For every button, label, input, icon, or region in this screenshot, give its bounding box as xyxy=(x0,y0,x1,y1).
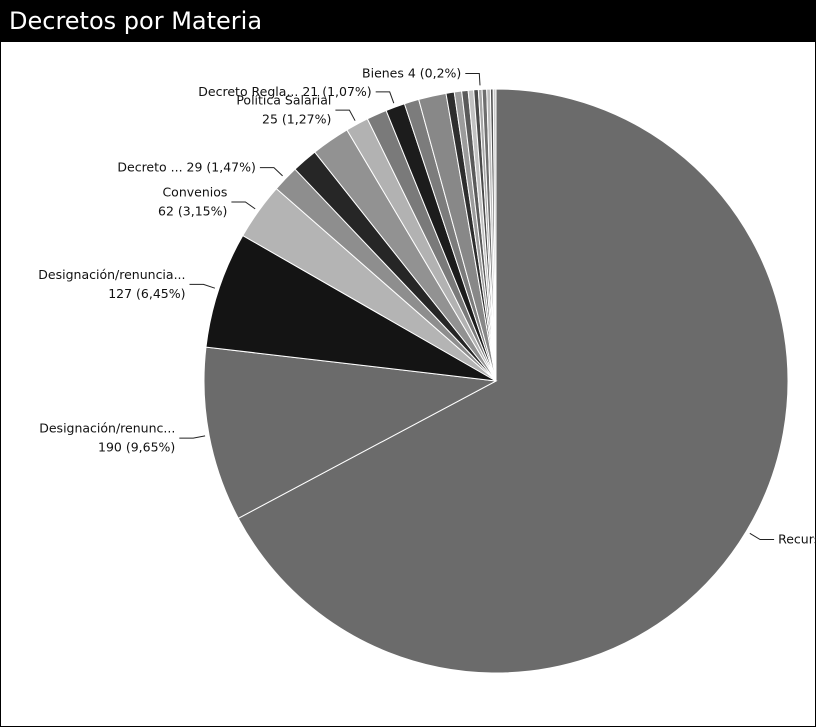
slice-label-3-line-1: 62 (3,15%) xyxy=(158,204,227,219)
slice-label-4-line-0: Decreto ... 29 (1,47%) xyxy=(117,160,256,175)
pie-slice-21[interactable] xyxy=(492,88,497,382)
chart-title: Decretos por Materia xyxy=(9,7,263,35)
title-bar: Decretos por Materia xyxy=(1,1,815,42)
slice-label-2-line-0: Designación/renuncia... xyxy=(38,267,185,282)
slice-label-2-line-1: 127 (6,45%) xyxy=(108,286,185,301)
label-leader-line-5 xyxy=(335,109,356,121)
label-leader-line-4 xyxy=(259,167,283,177)
pie-slices xyxy=(203,88,789,674)
slice-label-5-line-0: Política Salarial xyxy=(236,93,331,108)
label-leader-line-7 xyxy=(465,73,481,86)
slice-label-1-line-0: Designación/renunc... xyxy=(39,421,175,436)
slice-label-6-line-0: Decreto Regla... 21 (1,07%) xyxy=(198,84,371,99)
slice-label-0-line-0: Recursos Humanos 1324 (67,24%) xyxy=(778,532,816,547)
pie-slice-2[interactable] xyxy=(205,234,497,382)
slice-label-1-line-1: 190 (9,65%) xyxy=(98,440,175,455)
pie-slice-1[interactable] xyxy=(203,346,498,519)
pie-slice-0[interactable] xyxy=(237,88,789,674)
label-leader-line-1 xyxy=(179,435,206,439)
label-leader-line-3 xyxy=(231,201,256,210)
slice-label-5-line-1: 25 (1,27%) xyxy=(262,112,331,127)
slice-label-3-line-0: Convenios xyxy=(162,185,227,200)
pie-labels: Recursos Humanos 1324 (67,24%) Designació… xyxy=(38,66,816,547)
label-leader-line-6 xyxy=(375,91,395,104)
label-leader-line-0 xyxy=(749,532,775,540)
slice-label-7-line-0: Bienes 4 (0,2%) xyxy=(362,66,461,81)
label-leader-line-2 xyxy=(189,283,216,289)
